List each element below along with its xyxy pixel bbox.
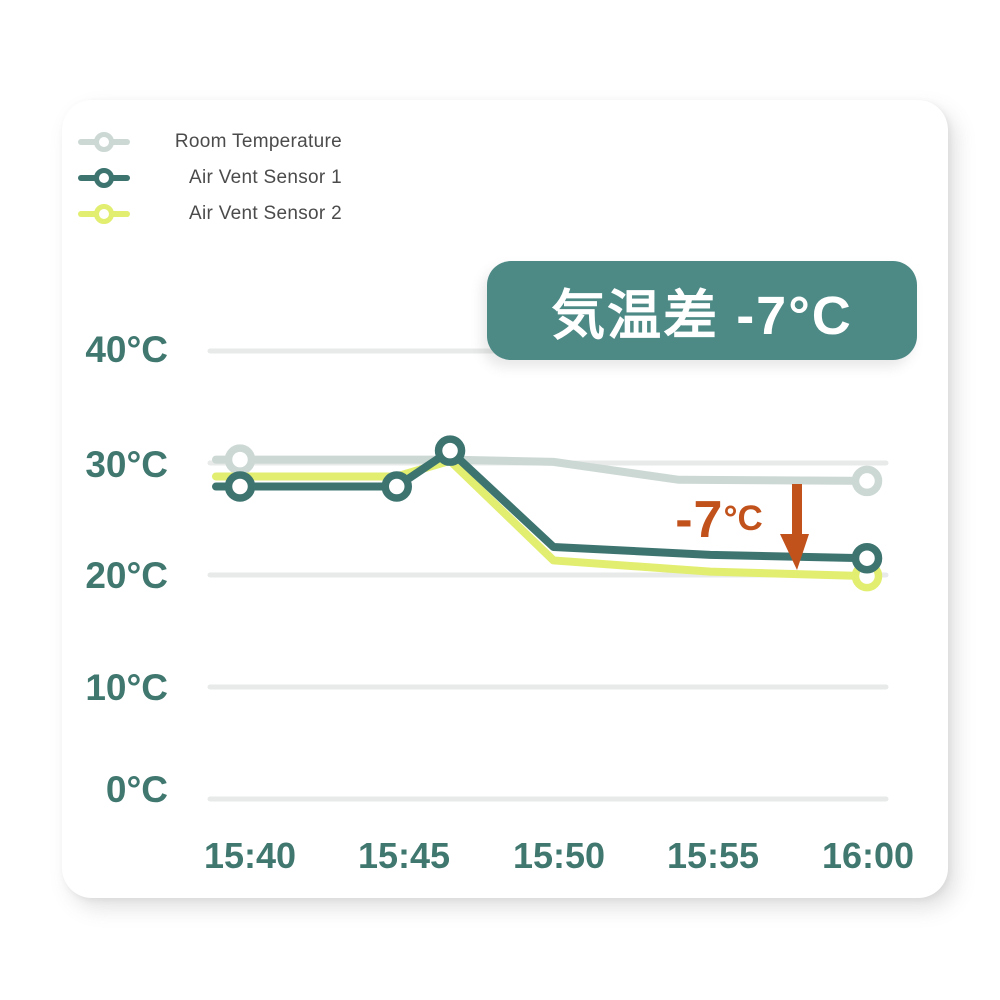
data-point-marker	[224, 471, 256, 502]
down-arrow-icon	[780, 484, 809, 570]
x-tick-label-1545: 15:45	[357, 835, 451, 876]
temp-drop-unit: °C	[723, 499, 763, 538]
y-tick-label-30: 30°C	[85, 444, 168, 485]
legend-item-air-vent-sensor-2: Air Vent Sensor 2	[78, 196, 342, 232]
temp-drop-value: -7	[675, 491, 724, 549]
room-temperature-line-marker-icon	[78, 132, 130, 152]
data-point-marker	[224, 444, 256, 475]
data-point-marker	[381, 471, 412, 502]
data-point-marker	[434, 435, 466, 466]
y-tick-label-20: 20°C	[85, 555, 168, 596]
legend-label-air-vent-sensor-1: Air Vent Sensor 1	[189, 167, 342, 188]
x-tick-label-1540: 15:40	[203, 835, 297, 876]
data-point-marker	[851, 542, 883, 574]
air-vent-sensor-1-line-marker-icon	[78, 168, 130, 188]
data-point-marker	[851, 465, 883, 497]
y-tick-label-0: 0°C	[105, 769, 168, 810]
legend-item-room-temperature: Room Temperature	[78, 124, 342, 160]
temp-drop-annotation: -7°C	[664, 490, 774, 550]
x-tick-label-1600: 16:00	[821, 835, 915, 876]
y-tick-label-10: 10°C	[85, 667, 168, 708]
y-tick-label-40: 40°C	[85, 329, 168, 370]
temp-difference-banner: 気温差 -7°C	[487, 261, 917, 360]
x-tick-label-1555: 15:55	[666, 835, 760, 876]
air-vent-sensor-2-line-marker-icon	[78, 204, 130, 224]
x-tick-label-1550: 15:50	[512, 835, 606, 876]
temp-difference-banner-label: 気温差 -7°C	[551, 286, 853, 346]
legend-item-air-vent-sensor-1: Air Vent Sensor 1	[78, 160, 342, 196]
legend-label-room-temperature: Room Temperature	[174, 131, 342, 152]
legend-label-air-vent-sensor-2: Air Vent Sensor 2	[189, 203, 342, 224]
chart-legend: Room Temperature Air Vent Sensor 1 Air V…	[78, 124, 342, 232]
